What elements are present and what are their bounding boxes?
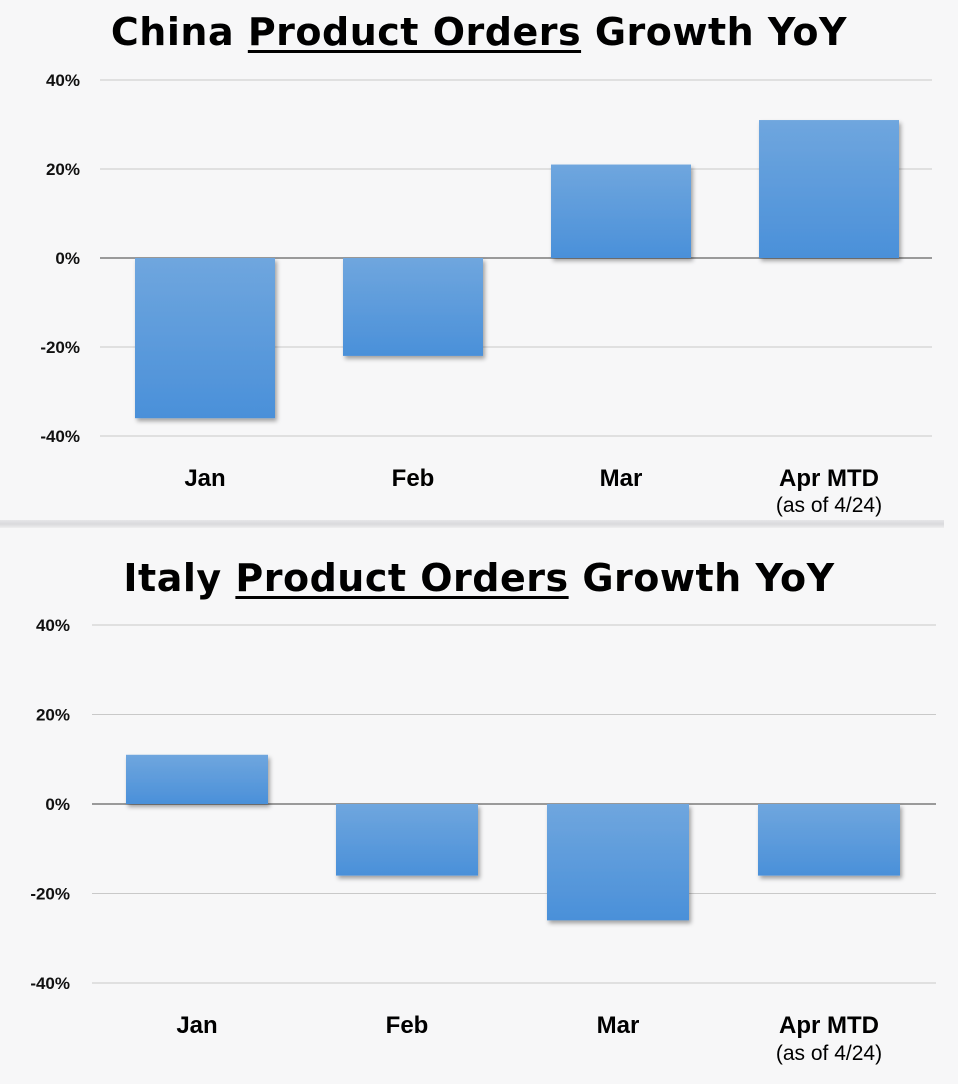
x-category-label: Feb <box>392 465 435 492</box>
y-tick-label: 20% <box>46 160 80 179</box>
x-category-label: Feb <box>386 1012 429 1039</box>
x-category-sublabel: (as of 4/24) <box>776 1042 882 1065</box>
title-part2: Growth YoY <box>594 10 848 54</box>
bar-mar <box>551 164 691 258</box>
title-part1: China <box>110 10 235 54</box>
x-category-label: Apr MTD <box>779 465 879 492</box>
x-category-label: Apr MTD <box>779 1012 879 1039</box>
italy-chart-plot: 40% 20% 0% -20% -40% Jan Feb Mar Apr MTD (as of 4… <box>30 616 936 1065</box>
china-chart-title: China Product Orders Growth YoY <box>0 10 958 54</box>
x-category-sublabel: (as of 4/24) <box>776 494 882 517</box>
y-tick-label: -40% <box>40 427 80 446</box>
italy-chart-panel: Italy Product Orders Growth YoY 40% 20% 0%… <box>0 530 958 1084</box>
y-tick-label: 0% <box>55 249 80 268</box>
italy-chart-title: Italy Product Orders Growth YoY <box>0 556 958 600</box>
y-tick-label: -20% <box>40 338 80 357</box>
bar-jan <box>135 258 275 419</box>
china-chart-panel: China Product Orders Growth YoY 40% 20% 0%… <box>0 0 958 522</box>
x-category-label: Mar <box>600 465 643 492</box>
bar-mar <box>547 804 689 921</box>
y-tick-label: 40% <box>46 71 80 90</box>
x-category-label: Jan <box>176 1012 217 1039</box>
x-category-label: Mar <box>597 1012 640 1039</box>
bar-apr-mtd <box>758 804 900 876</box>
bar-apr-mtd <box>759 120 899 258</box>
panel-divider <box>0 520 944 528</box>
title-underlined: Product Orders <box>247 10 582 54</box>
bar-feb <box>336 804 478 876</box>
title-underlined: Product Orders <box>235 556 569 600</box>
y-tick-label: 20% <box>36 706 70 725</box>
title-part1: Italy <box>123 556 222 600</box>
bar-feb <box>343 258 483 356</box>
y-tick-label: -40% <box>30 974 70 993</box>
y-tick-label: 0% <box>45 795 70 814</box>
title-part2: Growth YoY <box>582 556 835 600</box>
x-category-label: Jan <box>184 465 225 492</box>
y-tick-label: -20% <box>30 885 70 904</box>
china-chart-plot: 40% 20% 0% -20% -40% Jan Feb Mar Apr MTD(as of 4… <box>40 71 932 517</box>
y-tick-label: 40% <box>36 616 70 635</box>
bar-jan <box>126 754 268 804</box>
